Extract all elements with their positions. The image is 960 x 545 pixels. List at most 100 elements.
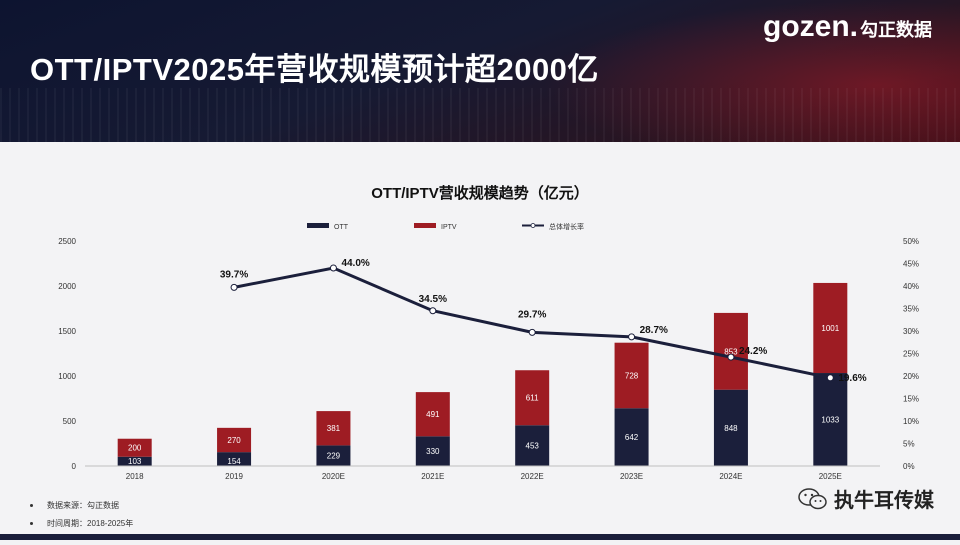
watermark: 执牛耳传媒 xyxy=(798,484,934,513)
bar-ott xyxy=(614,408,649,466)
data-label-iptv: 1001 xyxy=(821,324,839,333)
y-axis-left: 0 500 1000 1500 2000 2500 xyxy=(58,237,76,471)
data-label-ott: 642 xyxy=(625,433,639,442)
logo-text: gozen. xyxy=(763,10,858,43)
legend-label-ott: OTT xyxy=(334,224,349,231)
bar-ott xyxy=(813,373,848,466)
growth-point xyxy=(826,374,834,382)
revenue-chart: OTT/IPTV营收规模趋势（亿元） OTT IPTV 总体增长率 0 500 1000… xyxy=(58,184,919,481)
growth-label: 44.0% xyxy=(341,258,369,269)
legend-label-iptv: IPTV xyxy=(441,224,457,231)
footnote-source: 数据来源：勾正数据 xyxy=(30,500,119,511)
y2-tick-label: 30% xyxy=(903,327,919,336)
data-label-ott: 453 xyxy=(526,442,540,451)
bar-ott xyxy=(117,456,152,466)
data-label-iptv: 611 xyxy=(526,394,539,403)
bar-iptv xyxy=(614,342,649,409)
data-label-iptv: 200 xyxy=(128,444,142,453)
bar-ott xyxy=(217,452,252,466)
x-tick-label: 2024E xyxy=(719,472,742,481)
y2-tick-label: 40% xyxy=(903,282,919,291)
x-axis: 2018 2019 2020E 2021E 2022E 2023E 2024E 2025E xyxy=(85,465,880,481)
legend-swatch-iptv xyxy=(414,223,436,228)
y-tick-label: 2500 xyxy=(58,237,76,246)
y2-tick-label: 20% xyxy=(903,372,919,381)
data-label-ott: 229 xyxy=(327,452,341,461)
growth-label: 39.7% xyxy=(220,269,248,280)
bar-iptv xyxy=(415,392,450,437)
data-label-iptv: 728 xyxy=(625,371,639,380)
data-label-ott: 103 xyxy=(128,457,142,466)
data-label-ott: 154 xyxy=(227,457,241,466)
growth-point xyxy=(528,328,536,336)
growth-label: 29.7% xyxy=(518,309,546,320)
header-stripes xyxy=(0,88,960,142)
legend-swatch-ott xyxy=(307,223,329,228)
growth-point xyxy=(230,283,238,291)
y-tick-label: 0 xyxy=(72,462,77,471)
y-tick-label: 1000 xyxy=(58,372,76,381)
bar-iptv xyxy=(813,282,848,374)
growth-point xyxy=(628,333,636,341)
footnote-period: 时间周期：2018-2025年 xyxy=(30,518,133,529)
data-label-iptv: 381 xyxy=(327,424,341,433)
data-label-ott: 330 xyxy=(426,447,440,456)
growth-label: 34.5% xyxy=(419,294,447,305)
bullet-dot xyxy=(30,522,33,526)
y2-tick-label: 0% xyxy=(903,462,915,471)
x-tick-label: 2022E xyxy=(521,472,544,481)
bar-ott xyxy=(316,445,351,466)
bar-iptv xyxy=(713,312,748,390)
data-label-ott: 848 xyxy=(724,424,738,433)
data-label-ott: 1033 xyxy=(821,416,839,425)
chart-title: OTT/IPTV营收规模趋势（亿元） xyxy=(371,184,589,202)
growth-point xyxy=(429,307,437,315)
chart-panel: OTT/IPTV营收规模趋势（亿元） OTT IPTV 总体增长率 0 500 1000… xyxy=(0,142,960,540)
growth-label: 19.6% xyxy=(838,373,866,384)
y-tick-label: 1500 xyxy=(58,327,76,336)
y-tick-label: 500 xyxy=(63,417,77,426)
growth-label: 24.2% xyxy=(739,346,767,357)
x-tick-label: 2025E xyxy=(819,472,842,481)
bar-series: 103 200 154 270 229 381 330 491 453 611 642 728 848 8… xyxy=(117,282,848,466)
legend-marker-growth xyxy=(530,223,536,228)
bar-iptv xyxy=(316,411,351,446)
header-banner: OTT/IPTV2025年营收规模预计超2000亿 gozen. 勾正数据 xyxy=(0,0,960,142)
header-glow xyxy=(540,0,960,142)
y2-tick-label: 50% xyxy=(903,237,919,246)
wechat-icon xyxy=(798,487,827,509)
y2-tick-label: 25% xyxy=(903,350,919,359)
y2-tick-label: 10% xyxy=(903,417,919,426)
growth-label: 28.7% xyxy=(640,325,668,336)
data-label-iptv: 491 xyxy=(426,410,440,419)
brand-logo: gozen. 勾正数据 xyxy=(763,10,932,44)
y-axis-right: 0% 5% 10% 15% 20% 25% 30% 35% 40% 45% 50% xyxy=(903,237,919,471)
x-tick-label: 2023E xyxy=(620,472,643,481)
y2-tick-label: 45% xyxy=(903,260,919,269)
bottom-strip xyxy=(0,534,960,540)
growth-point xyxy=(329,264,337,272)
page-title: OTT/IPTV2025年营收规模预计超2000亿 xyxy=(30,52,599,87)
x-tick-label: 2021E xyxy=(421,472,444,481)
x-tick-label: 2020E xyxy=(322,472,345,481)
bar-ott xyxy=(713,389,748,466)
bullet-dot xyxy=(30,504,33,508)
chart-legend: OTT IPTV 总体增长率 xyxy=(307,222,584,231)
logo-cn-text: 勾正数据 xyxy=(860,20,932,40)
y2-tick-label: 35% xyxy=(903,305,919,314)
y2-tick-label: 5% xyxy=(903,440,915,449)
growth-line-series: 39.7% 44.0% 34.5% 29.7% 28.7% 24.2% 19.6% xyxy=(220,258,867,384)
bar-ott xyxy=(515,425,550,466)
footnote-period-text: 时间周期：2018-2025年 xyxy=(47,519,134,528)
bar-iptv xyxy=(217,427,252,453)
footnote-source-text: 数据来源：勾正数据 xyxy=(47,501,119,510)
legend-label-growth: 总体增长率 xyxy=(549,222,584,231)
bar-iptv xyxy=(117,438,152,457)
y-tick-label: 2000 xyxy=(58,282,76,291)
growth-point xyxy=(727,353,735,361)
bar-ott xyxy=(415,436,450,466)
y2-tick-label: 15% xyxy=(903,395,919,404)
bar-iptv xyxy=(515,370,550,426)
data-label-iptv: 853 xyxy=(724,347,738,356)
x-tick-label: 2018 xyxy=(126,472,144,481)
